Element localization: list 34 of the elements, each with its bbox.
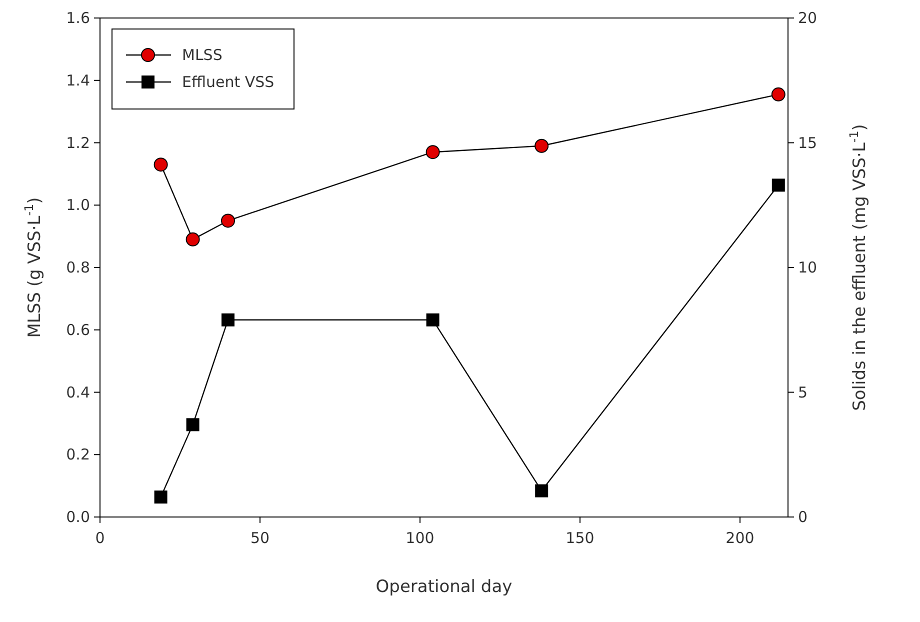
point (221, 214, 235, 228)
point (222, 313, 234, 326)
y2-tick-label: 20 (798, 9, 818, 27)
y-tick-label: 0.8 (66, 258, 90, 276)
y-tick-label: 0.2 (66, 446, 90, 464)
legend-label: Effluent VSS (182, 73, 274, 91)
x-tick-label: 0 (95, 529, 105, 547)
point (186, 418, 200, 432)
x-tick-label: 50 (250, 529, 270, 547)
y-tick-label: 0.6 (66, 320, 90, 339)
point (535, 484, 548, 498)
x-axis-title: Operational day (376, 577, 512, 597)
legend-label: MLSS (182, 46, 222, 64)
point (154, 158, 168, 172)
x-tick-label: 100 (406, 529, 434, 547)
x-tick-label: 200 (726, 529, 754, 547)
point (426, 313, 440, 326)
point (772, 178, 785, 192)
point (186, 232, 200, 246)
y-tick-label: 0.4 (66, 383, 90, 402)
y2-tick-label: 10 (798, 258, 818, 276)
point (154, 490, 168, 504)
y2-tick-label: 15 (798, 134, 818, 152)
y2-tick-label: 0 (798, 508, 808, 526)
y-tick-label: 1.6 (66, 9, 90, 27)
y-tick-label: 1.4 (66, 71, 90, 90)
point (426, 145, 440, 160)
y2-tick-label: 5 (798, 383, 808, 402)
x-tick-label: 150 (566, 529, 594, 547)
y-tick-label: 1.2 (66, 134, 90, 152)
y-tick-label: 1.0 (66, 196, 90, 214)
y-tick-label: 0.0 (66, 508, 90, 526)
point (771, 87, 786, 102)
point (534, 138, 549, 153)
